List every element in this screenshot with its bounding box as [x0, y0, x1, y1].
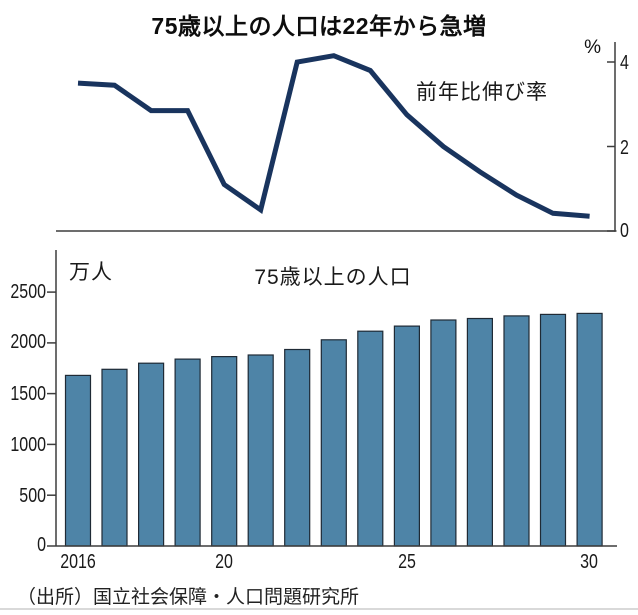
bar-ytick-2000: 2000	[10, 331, 46, 353]
line-ytick-2: 2	[620, 137, 629, 159]
bar-unit-label: 万人	[69, 261, 113, 284]
growth-line-chart	[56, 42, 617, 232]
bar-xtick-2016: 2016	[60, 551, 96, 573]
bar-xtick-2025: 25	[398, 551, 416, 573]
bottom-divider	[0, 608, 638, 610]
figure-title: 75歳以上の人口は22年から急増	[151, 13, 487, 39]
population-bar-chart	[47, 250, 617, 547]
line-ytick-0: 0	[620, 220, 629, 242]
bar-ytick-500: 500	[19, 485, 46, 507]
bar-ytick-1000: 1000	[10, 434, 46, 456]
line-unit-label: %	[584, 37, 601, 58]
bar-ytick-2500: 2500	[10, 281, 46, 303]
line-series-label: 前年比伸び率	[416, 81, 548, 104]
bar-ytick-1500: 1500	[10, 383, 46, 405]
bar-chart-title: 75歳以上の人口	[254, 266, 412, 289]
bar-xtick-2020: 20	[215, 551, 233, 573]
source-attribution: （出所）国立社会保障・人口問題研究所	[17, 587, 360, 608]
line-ytick-4: 4	[620, 52, 629, 74]
bar-xtick-2030: 30	[580, 551, 598, 573]
bar-ytick-0: 0	[37, 534, 46, 556]
